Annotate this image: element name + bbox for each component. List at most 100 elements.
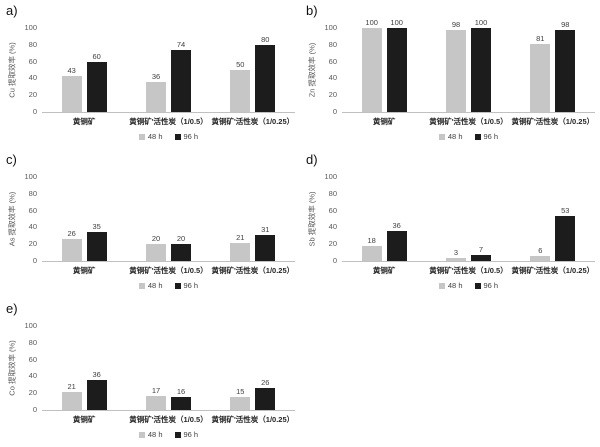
legend-label: 96 h <box>183 132 199 141</box>
bar-96h: 80 <box>255 35 276 112</box>
x-category-label: 黄铜矿 <box>72 117 96 126</box>
bar-group: 18 36 <box>342 177 426 261</box>
plot-area: 18 36 3 7 6 53 0 20 40 60 80 100 <box>324 173 595 265</box>
y-axis-title: Co 提取效率 (%) <box>7 340 17 396</box>
bar-value-label: 43 <box>67 65 76 75</box>
y-tick-label: 80 <box>28 188 37 198</box>
y-tick-label: 80 <box>328 39 337 49</box>
bar-value-label: 7 <box>478 245 484 255</box>
x-category-label: 黄铜矿'活性炭（1/0.5） <box>429 117 508 126</box>
bar-group: 50 80 <box>211 28 295 112</box>
bar-value-label: 21 <box>236 233 245 243</box>
y-tick-label: 20 <box>28 388 37 398</box>
legend-item: 48 h <box>138 430 163 439</box>
x-category-label: 黄铜矿'活性炭（1/0.25） <box>511 117 595 126</box>
y-axis-title: Zn 提取效率 (%) <box>307 42 317 98</box>
y-tick-label: 40 <box>28 73 37 83</box>
bar-groups: 43 60 36 74 50 80 <box>42 28 295 112</box>
bar-group: 100 100 <box>342 18 426 112</box>
bar-group: 15 26 <box>211 326 295 410</box>
panel-letter: c) <box>6 152 17 167</box>
legend: 48 h 96 h <box>42 430 295 439</box>
bar-groups: 100 100 98 100 81 98 <box>342 18 595 112</box>
bar-96h: 35 <box>86 222 107 261</box>
legend-label: 48 h <box>447 281 463 290</box>
x-category-label: 黄铜矿'活性炭（1/0.25） <box>211 415 295 424</box>
legend-swatch <box>138 133 145 140</box>
legend-swatch <box>174 431 181 438</box>
legend: 48 h 96 h <box>342 132 595 141</box>
bar-value-label: 3 <box>453 248 459 258</box>
plot-area: 21 36 17 16 15 26 0 20 40 60 80 100 <box>24 322 295 414</box>
bar-group: 21 36 <box>42 326 126 410</box>
bar-48h: 15 <box>230 387 251 410</box>
bar-group: 20 20 <box>126 177 210 261</box>
x-category-label: 黄铜矿'活性炭（1/0.25） <box>211 266 295 275</box>
y-tick-label: 0 <box>332 107 337 116</box>
y-axis-title: Sb 提取效率 (%) <box>307 191 317 247</box>
plot-area: 26 35 20 20 21 31 0 20 40 60 80 100 <box>24 173 295 265</box>
panel-letter: a) <box>6 3 18 18</box>
bar-group: 43 60 <box>42 28 126 112</box>
bar-value-label: 81 <box>536 33 545 43</box>
legend-item: 96 h <box>174 132 199 141</box>
bar-96h: 31 <box>255 225 276 261</box>
bar-96h: 7 <box>470 245 491 261</box>
chart-panel: d) Sb 提取效率 (%) 18 36 3 7 6 53 0 20 40 60 80 100 黄铜… <box>300 149 600 298</box>
bar-value-label: 26 <box>67 229 76 239</box>
y-tick-label: 20 <box>28 90 37 100</box>
legend: 48 h 96 h <box>42 132 295 141</box>
chart: Sb 提取效率 (%) 18 36 3 7 6 53 0 20 40 60 80 100 黄铜矿 黄铜… <box>308 173 595 290</box>
y-axis-title: As 提取效率 (%) <box>7 191 17 247</box>
bar-groups: 26 35 20 20 21 31 <box>42 177 295 261</box>
x-category-label: 黄铜矿 <box>72 415 96 424</box>
legend-label: 96 h <box>483 281 499 290</box>
bar-value-label: 36 <box>392 220 401 230</box>
y-tick-label: 100 <box>324 172 337 181</box>
y-tick-label: 100 <box>24 321 37 330</box>
bar-48h: 21 <box>230 233 251 261</box>
y-tick-label: 60 <box>28 205 37 215</box>
bar-value-label: 36 <box>92 369 101 379</box>
bar-96h: 60 <box>86 52 107 112</box>
bar-48h: 100 <box>361 18 382 112</box>
bar-96h: 53 <box>555 206 576 261</box>
bar-value-label: 98 <box>561 19 570 29</box>
bar-group: 21 31 <box>211 177 295 261</box>
bar-value-label: 18 <box>367 235 376 245</box>
y-tick-label: 0 <box>32 256 37 265</box>
x-category-label: 黄铜矿 <box>372 117 396 126</box>
bar-48h: 26 <box>61 229 82 261</box>
bar-48h: 98 <box>445 20 466 112</box>
legend-swatch <box>174 282 181 289</box>
bar-group: 17 16 <box>126 326 210 410</box>
bar-48h: 21 <box>61 382 82 410</box>
bar-group: 98 100 <box>426 18 510 112</box>
y-tick-label: 80 <box>28 337 37 347</box>
legend-swatch <box>138 282 145 289</box>
chart: Zn 提取效率 (%) 100 100 98 100 81 98 0 20 40 60 80 100… <box>308 18 595 141</box>
bar-value-label: 53 <box>561 206 570 216</box>
bar-value-label: 15 <box>236 387 245 397</box>
bar-value-label: 36 <box>151 71 161 81</box>
legend-item: 96 h <box>174 281 198 290</box>
chart-panel: b) Zn 提取效率 (%) 100 100 98 100 81 98 0 20 40 60 80… <box>300 0 600 149</box>
bar-value-label: 74 <box>176 39 186 49</box>
x-category-label: 黄铜矿'活性炭（1/0.5） <box>129 117 208 126</box>
bar-48h: 6 <box>530 246 551 261</box>
bar-group: 36 74 <box>126 28 210 112</box>
bar-groups: 18 36 3 7 6 53 <box>342 177 595 261</box>
bar-value-label: 100 <box>365 18 378 27</box>
bar-48h: 43 <box>61 66 82 112</box>
bar-value-label: 100 <box>474 18 488 27</box>
x-category-labels: 黄铜矿 黄铜矿'活性炭（1/0.5） 黄铜矿'活性炭（1/0.25） <box>42 116 295 127</box>
legend-item: 48 h <box>138 132 163 141</box>
y-tick-label: 60 <box>28 354 37 364</box>
legend-item: 96 h <box>174 430 198 439</box>
x-category-labels: 黄铜矿 黄铜矿'活性炭（1/0.5） 黄铜矿'活性炭（1/0.25） <box>342 265 595 276</box>
legend-label: 96 h <box>483 132 499 141</box>
bar-value-label: 21 <box>67 382 76 392</box>
legend-item: 96 h <box>474 281 499 290</box>
y-tick-label: 40 <box>328 222 337 232</box>
